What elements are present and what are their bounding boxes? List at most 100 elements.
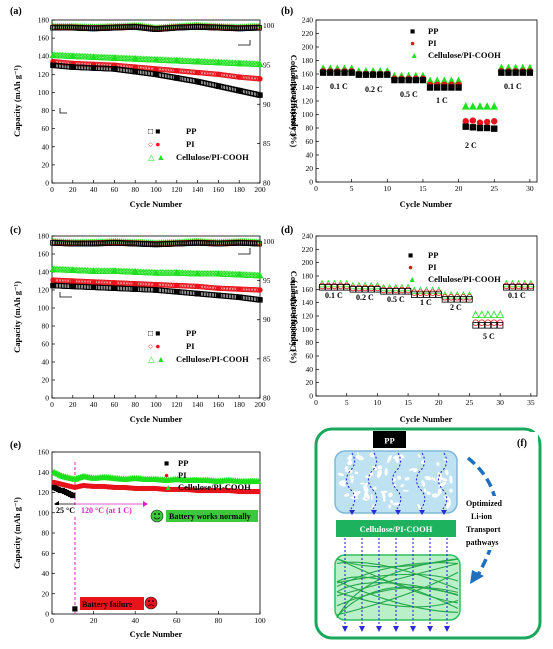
arrow-head: [395, 510, 401, 515]
capacity-point: [162, 288, 169, 294]
li-ion-path: [367, 452, 378, 510]
pore: [436, 461, 440, 467]
capacity-point-key: [173, 269, 181, 276]
rate-point: [515, 284, 522, 291]
rate-point: [325, 282, 332, 290]
rate-point: [374, 286, 381, 293]
rate-point: [447, 296, 455, 303]
li-ion-path: [415, 452, 426, 510]
x-tick-label: 0: [314, 184, 318, 193]
y-tick-label: 100: [302, 325, 314, 334]
y-tick-label: 160: [38, 34, 50, 43]
legend-label-pp: PP: [428, 250, 438, 260]
temp-label-25c: 25 °C: [56, 506, 75, 515]
capacity-point: [220, 293, 226, 299]
capacity-point-key: [174, 289, 180, 295]
y-tick-label: 100: [302, 110, 314, 119]
rate-point: [362, 71, 370, 78]
rate-point: [384, 71, 391, 78]
pore: [449, 488, 453, 493]
y2-axis-label: Coulombic efficiency (%): [289, 271, 299, 364]
legend-symbol-pi: ●: [410, 38, 415, 48]
rate-point: [483, 102, 491, 110]
rate-point: [398, 288, 406, 295]
rate-point: [462, 123, 469, 130]
legend-symbol-cel: ▲: [408, 274, 416, 284]
rate-point: [469, 117, 477, 124]
legend-label-pi: PI: [428, 262, 437, 272]
rate-point: [325, 284, 332, 291]
y-tick-label: 160: [302, 70, 314, 79]
pore: [388, 504, 392, 509]
pore: [402, 489, 409, 492]
rate-label: 0.2 C: [356, 293, 374, 302]
efficiency-point: [256, 24, 262, 31]
rate-point: [416, 286, 425, 294]
pore: [382, 491, 386, 500]
pore: [423, 488, 427, 493]
y-tick-label: 200: [302, 258, 314, 267]
rate-point: [460, 296, 467, 303]
capacity-point-key: [174, 75, 180, 81]
li-ion-path: [345, 452, 356, 510]
rate-point: [434, 286, 443, 294]
arrow-text-line: Transport: [466, 525, 501, 534]
y-tick-label: 180: [302, 56, 314, 65]
legend-label-cel: Cellulose/PI-COOH: [428, 50, 501, 60]
capacity-point: [148, 287, 155, 293]
rate-point: [355, 284, 363, 292]
y2-tick-label: 95: [263, 60, 271, 69]
y-tick-label: 60: [306, 352, 314, 361]
pore: [439, 477, 448, 482]
cellulose-label-box: [336, 520, 456, 537]
capacity-point-key: [236, 74, 242, 80]
rate-point: [426, 84, 434, 91]
panel-label: (d): [281, 225, 293, 236]
capacity-point-key: [111, 285, 118, 291]
x-tick-label: 20: [90, 616, 98, 625]
capacity-point-key: [50, 62, 56, 68]
x-tick-label: 140: [192, 400, 204, 409]
x-tick-label: 40: [90, 185, 98, 194]
rate-point: [380, 288, 387, 295]
rate-point: [447, 291, 455, 299]
pore: [431, 477, 437, 482]
pp-label-box: [373, 431, 406, 448]
rate-point: [512, 69, 519, 76]
legend-label-pi: PI: [178, 470, 187, 480]
rate-point: [441, 296, 449, 303]
y2-axis-label: Coulombic efficiency (%): [289, 55, 299, 148]
rate-point: [435, 291, 442, 298]
rate-point: [405, 76, 412, 84]
pore: [437, 472, 442, 475]
fiber: [336, 582, 459, 596]
rate-point: [433, 84, 441, 91]
capacity-point-key: [153, 287, 159, 293]
capacity-point-key: [69, 52, 77, 59]
y-tick-label: 40: [306, 365, 314, 374]
rate-point: [476, 119, 484, 126]
capacity-point-key: [257, 76, 263, 82]
rate-point: [368, 286, 375, 293]
x-tick-label: 10: [384, 184, 392, 193]
panel-label: (a): [10, 6, 22, 17]
y-tick-label: 20: [42, 376, 50, 385]
pore: [443, 496, 449, 501]
x-tick-label: 20: [435, 398, 443, 407]
rate-point: [334, 69, 341, 76]
pore: [372, 486, 377, 490]
pore: [392, 502, 400, 506]
y-axis-label: Capacity (mAh g⁻¹): [288, 65, 298, 137]
capacity-point-key: [49, 265, 57, 273]
pp-label: PP: [384, 436, 394, 446]
pore: [443, 458, 448, 462]
x-axis-label: Cycle Number: [400, 199, 453, 209]
legend-symbol-pi: ●: [164, 470, 169, 480]
capacity-point-key: [70, 64, 76, 70]
legend-symbol-pp: ■: [410, 26, 415, 36]
pore: [371, 465, 378, 471]
y-tick-label: 100: [38, 508, 50, 517]
pore: [376, 469, 382, 478]
status-normal-label: Battery works normally: [169, 512, 251, 521]
arrow-head: [419, 510, 425, 515]
